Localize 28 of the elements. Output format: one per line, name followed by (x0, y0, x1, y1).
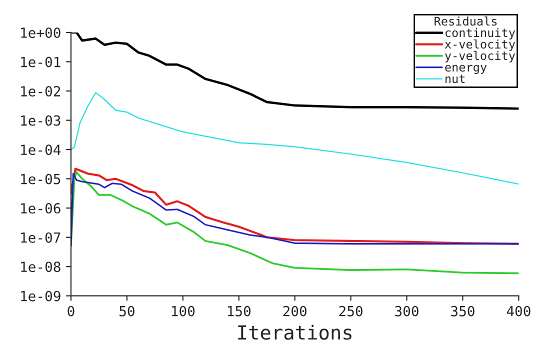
y-tick-label: 1e-02 (21, 86, 60, 97)
y-tick-label: 1e-06 (21, 203, 60, 214)
y-tick-label: 1e-03 (21, 115, 60, 126)
x-tick-label: 300 (395, 306, 418, 316)
legend-title: Residuals (434, 16, 497, 26)
x-tick-label: 200 (283, 306, 306, 316)
y-tick-label: 1e-04 (21, 144, 61, 156)
legend-label: continuity (446, 28, 516, 40)
y-tick-label: 1e-01 (21, 56, 60, 68)
x-tick-label: 0 (68, 306, 74, 316)
line-series (70, 171, 519, 274)
x-tick-label: 250 (339, 306, 362, 316)
x-tick-label: 150 (228, 306, 251, 316)
y-tick-label: 1e-05 (21, 174, 60, 184)
legend-label: y-velocity (445, 50, 516, 62)
x-tick-label: 100 (172, 306, 195, 316)
legend-label: energy (445, 64, 487, 74)
y-tick-label: 1e-09 (21, 290, 60, 302)
y-tick-label: 1e+00 (21, 27, 60, 38)
x-tick-label: 50 (120, 306, 134, 316)
line-series (70, 92, 519, 185)
legend-label: x-velocity (444, 39, 516, 51)
x-tick-label: 350 (451, 306, 474, 316)
legend-label: nut (446, 74, 465, 84)
y-tick-label: 1e-08 (21, 262, 60, 272)
x-tick-label: 400 (506, 306, 530, 316)
y-tick-label: 1e-07 (21, 232, 60, 243)
x-axis-title: Iterations (238, 324, 352, 340)
